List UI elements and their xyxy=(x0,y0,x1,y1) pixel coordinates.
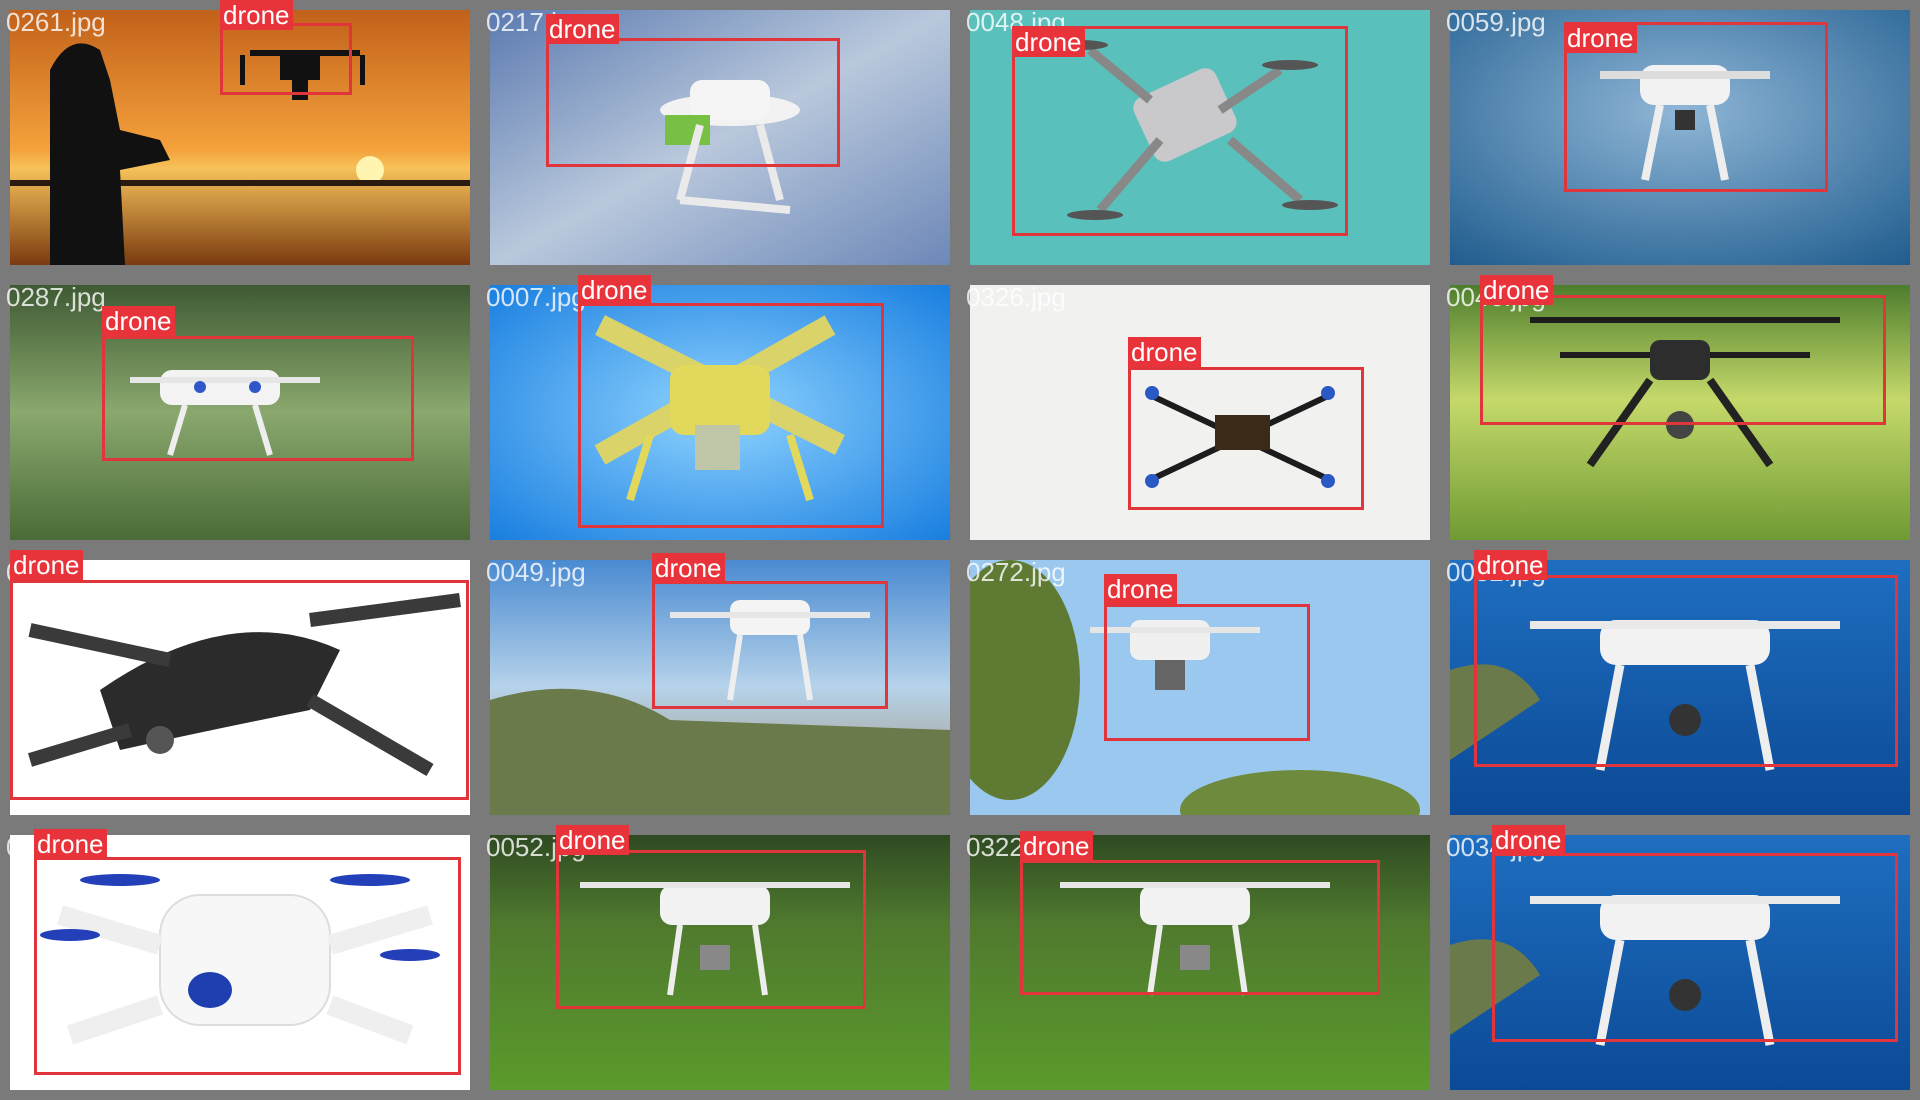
detection-label: drone xyxy=(1474,550,1547,580)
drone-photo xyxy=(10,560,470,815)
detection-box xyxy=(578,303,884,528)
image-tile[interactable]: 0048.jpg drone xyxy=(960,0,1440,275)
drone-photo xyxy=(490,285,950,540)
detection-label: drone xyxy=(220,0,293,30)
drone-photo xyxy=(10,835,470,1090)
image-filename: 0261.jpg xyxy=(6,7,106,37)
detection-label: drone xyxy=(556,825,629,855)
detection-label: drone xyxy=(578,275,651,305)
drone-photo xyxy=(1450,560,1910,815)
detection-box xyxy=(1480,295,1886,425)
image-tile[interactable]: 0326.jpg drone xyxy=(960,275,1440,550)
detection-box xyxy=(1564,22,1828,192)
image-tile[interactable]: 0059.jpg drone xyxy=(1440,0,1920,275)
detection-box xyxy=(34,857,461,1075)
drone-photo xyxy=(1450,835,1910,1090)
image-tile[interactable]: 0272.jpg drone xyxy=(960,550,1440,825)
detection-label: drone xyxy=(34,829,107,859)
image-tile[interactable]: 0217.jpg drone xyxy=(480,0,960,275)
detection-label: drone xyxy=(1012,27,1085,57)
detection-label: drone xyxy=(1104,574,1177,604)
detection-box xyxy=(1492,853,1898,1042)
image-tile[interactable]: 0032.jpg drone xyxy=(1440,550,1920,825)
drone-photo xyxy=(970,835,1430,1090)
drone-photo xyxy=(490,560,950,815)
detection-label: drone xyxy=(1564,23,1637,53)
drone-photo xyxy=(970,285,1430,540)
detection-box xyxy=(556,850,866,1009)
drone-photo xyxy=(1450,10,1910,265)
detection-label: drone xyxy=(102,306,175,336)
drone-photo xyxy=(1450,285,1910,540)
detection-box xyxy=(652,581,888,709)
image-tile[interactable]: 0049.jpg drone xyxy=(480,550,960,825)
drone-photo xyxy=(490,835,950,1090)
detection-label: drone xyxy=(1128,337,1201,367)
drone-photo xyxy=(490,10,950,265)
image-filename: 0287.jpg xyxy=(6,282,106,312)
detection-label: drone xyxy=(1492,825,1565,855)
image-tile[interactable]: 0310.jpg drone xyxy=(0,825,480,1100)
detection-box xyxy=(10,580,469,800)
drone-photo xyxy=(10,10,470,265)
detection-label: drone xyxy=(1020,831,1093,861)
detection-box xyxy=(546,38,840,167)
detection-box xyxy=(1012,26,1348,236)
image-tile[interactable]: 0322.jpg drone xyxy=(960,825,1440,1100)
detection-box xyxy=(1020,860,1380,995)
detection-label: drone xyxy=(652,553,725,583)
image-tile[interactable]: 0046.jpg drone xyxy=(1440,275,1920,550)
detection-label: drone xyxy=(546,14,619,44)
detection-label: drone xyxy=(10,550,83,580)
image-tile[interactable]: 0261.jpg drone xyxy=(0,0,480,275)
image-tile[interactable]: 0007.jpg drone xyxy=(480,275,960,550)
image-tile[interactable]: 0052.jpg drone xyxy=(480,825,960,1100)
detection-box xyxy=(1128,367,1364,510)
image-tile[interactable]: 0_016.jpg drone xyxy=(0,550,480,825)
image-filename: 0007.jpg xyxy=(486,282,586,312)
image-tile[interactable]: 0034.jpg drone xyxy=(1440,825,1920,1100)
drone-photo xyxy=(970,560,1430,815)
drone-photo xyxy=(10,285,470,540)
detection-box xyxy=(1104,604,1310,741)
image-filename: 0326.jpg xyxy=(966,282,1066,312)
detection-box xyxy=(220,23,352,95)
detection-label: drone xyxy=(1480,275,1553,305)
image-filename: 0272.jpg xyxy=(966,557,1066,587)
image-filename: 0049.jpg xyxy=(486,557,586,587)
image-filename: 0059.jpg xyxy=(1446,7,1546,37)
detection-box xyxy=(1474,575,1898,767)
image-tile[interactable]: 0287.jpg drone xyxy=(0,275,480,550)
detection-box xyxy=(102,336,414,461)
